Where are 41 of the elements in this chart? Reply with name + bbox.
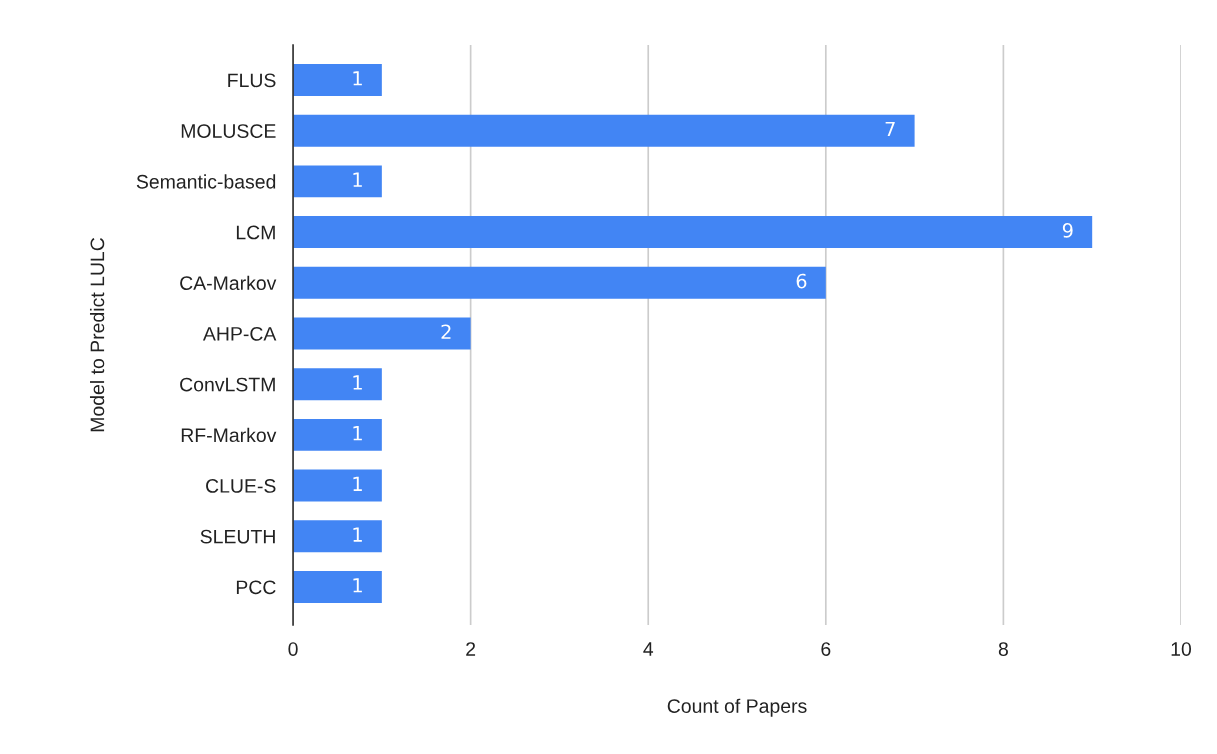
y-tick-label: CA-Markov <box>180 275 277 291</box>
bar <box>293 64 382 96</box>
data-label: 1 <box>353 71 362 86</box>
x-tick-label: 8 <box>998 642 1008 656</box>
y-tick-label: PCC <box>236 580 276 595</box>
bar <box>293 266 826 299</box>
x-axis-title: Count of Papers <box>667 698 807 717</box>
bar <box>293 418 382 451</box>
y-tick-label: RF-Markov <box>181 427 277 443</box>
bar <box>293 165 382 198</box>
data-label: 1 <box>353 172 362 187</box>
bar <box>293 216 1093 249</box>
data-label: 2 <box>441 324 451 339</box>
data-label: 1 <box>353 578 362 593</box>
data-label: 1 <box>353 375 362 390</box>
bar <box>293 571 382 603</box>
y-tick-label: Semantic-based <box>136 174 276 189</box>
y-tick-label: LCM <box>236 225 275 240</box>
y-axis-title: Model to Predict LULC <box>89 237 105 432</box>
y-tick-label: ConvLSTM <box>180 377 275 392</box>
y-tick-label: SLEUTH <box>200 529 275 544</box>
y-tick-label: FLUS <box>228 73 276 88</box>
bar <box>293 317 471 350</box>
y-tick-label: AHP-CA <box>202 326 277 341</box>
x-tick-label: 2 <box>466 642 476 656</box>
data-label: 1 <box>353 476 362 491</box>
bar <box>293 520 382 553</box>
y-tick-label: CLUE-S <box>206 479 276 493</box>
data-label: 1 <box>353 527 362 542</box>
x-tick-label: 6 <box>821 642 831 656</box>
bar <box>293 114 915 147</box>
y-tick-label: MOLUSCE <box>181 124 276 138</box>
data-label: 6 <box>796 273 807 289</box>
x-tick-label: 4 <box>643 642 654 656</box>
data-label: 1 <box>353 426 362 441</box>
data-label: 9 <box>1062 223 1073 238</box>
bar <box>293 469 382 502</box>
data-label: 7 <box>885 121 895 137</box>
x-tick-label: 0 <box>288 642 298 656</box>
bar <box>293 368 382 401</box>
x-tick-label: 10 <box>1171 642 1192 656</box>
